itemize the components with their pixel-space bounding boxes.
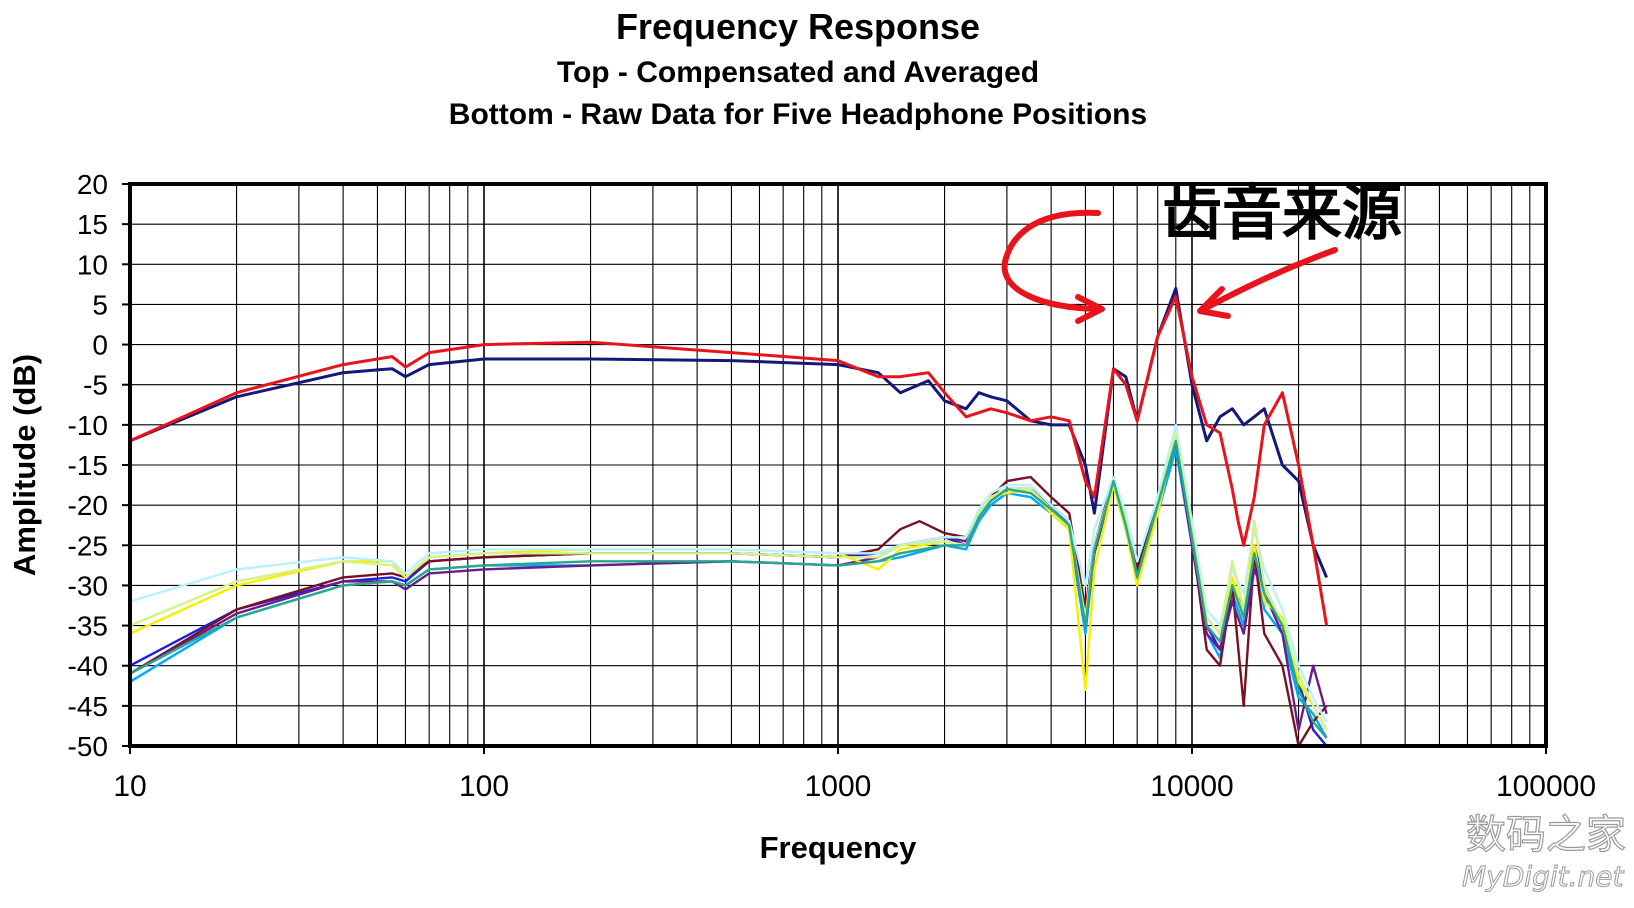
y-tick-label: -5 [83, 370, 108, 401]
series-line-5 [129, 439, 1328, 732]
y-tick-label: -10 [68, 410, 108, 441]
y-tick-label: -25 [68, 530, 108, 561]
series-line-6 [129, 431, 1328, 731]
series-line-8 [129, 431, 1328, 731]
y-tick-label: -20 [68, 490, 108, 521]
watermark-cn: 数码之家 [1466, 812, 1626, 858]
y-tick-label: -50 [68, 731, 108, 762]
y-tick-label: 0 [92, 330, 108, 361]
y-tick-label: 5 [92, 289, 108, 320]
y-tick-label: 20 [77, 169, 108, 200]
y-tick-label: -45 [68, 691, 108, 722]
series-line-9 [129, 439, 1328, 739]
y-tick-label: -30 [68, 570, 108, 601]
annotation-sibilance-source: 齿音来源 [1162, 179, 1402, 249]
x-axis-label: Frequency [760, 830, 918, 865]
x-tick-label: 10 [113, 770, 146, 803]
annotation-group: 齿音来源 [1001, 179, 1402, 324]
series-line-0 [129, 294, 1329, 626]
y-tick-label: 10 [77, 249, 108, 280]
series-line-4 [129, 439, 1328, 748]
y-tick-label: -15 [68, 450, 108, 481]
x-tick-label: 100 [459, 770, 509, 803]
series-line-3 [129, 447, 1328, 739]
red-arrow-left [1001, 209, 1103, 312]
red-arrow-right-head [1197, 286, 1231, 319]
chart-title: Frequency Response [615, 6, 981, 47]
series-line-2 [129, 431, 1328, 747]
series-lines [129, 286, 1329, 748]
y-tick-label: -40 [68, 651, 108, 682]
red-arrow-right [1199, 247, 1338, 313]
chart-subtitle-top: Top - Compensated and Averaged [556, 56, 1040, 89]
series-line-7 [129, 423, 1328, 723]
chart-subtitle-bottom: Bottom - Raw Data for Five Headphone Pos… [448, 98, 1148, 131]
x-tick-label: 100000 [1496, 770, 1596, 803]
y-tick-label: -35 [68, 611, 108, 642]
x-tick-label: 10000 [1150, 770, 1233, 803]
series-line-1 [129, 286, 1328, 578]
red-arrow-left-head [1075, 294, 1105, 324]
x-tick-label: 1000 [805, 770, 872, 803]
watermark-en: MyDigit.net [1462, 860, 1624, 893]
grid [130, 184, 1546, 746]
y-tick-label: 15 [77, 209, 108, 240]
y-axis-label: Amplitude (dB) [7, 354, 42, 576]
